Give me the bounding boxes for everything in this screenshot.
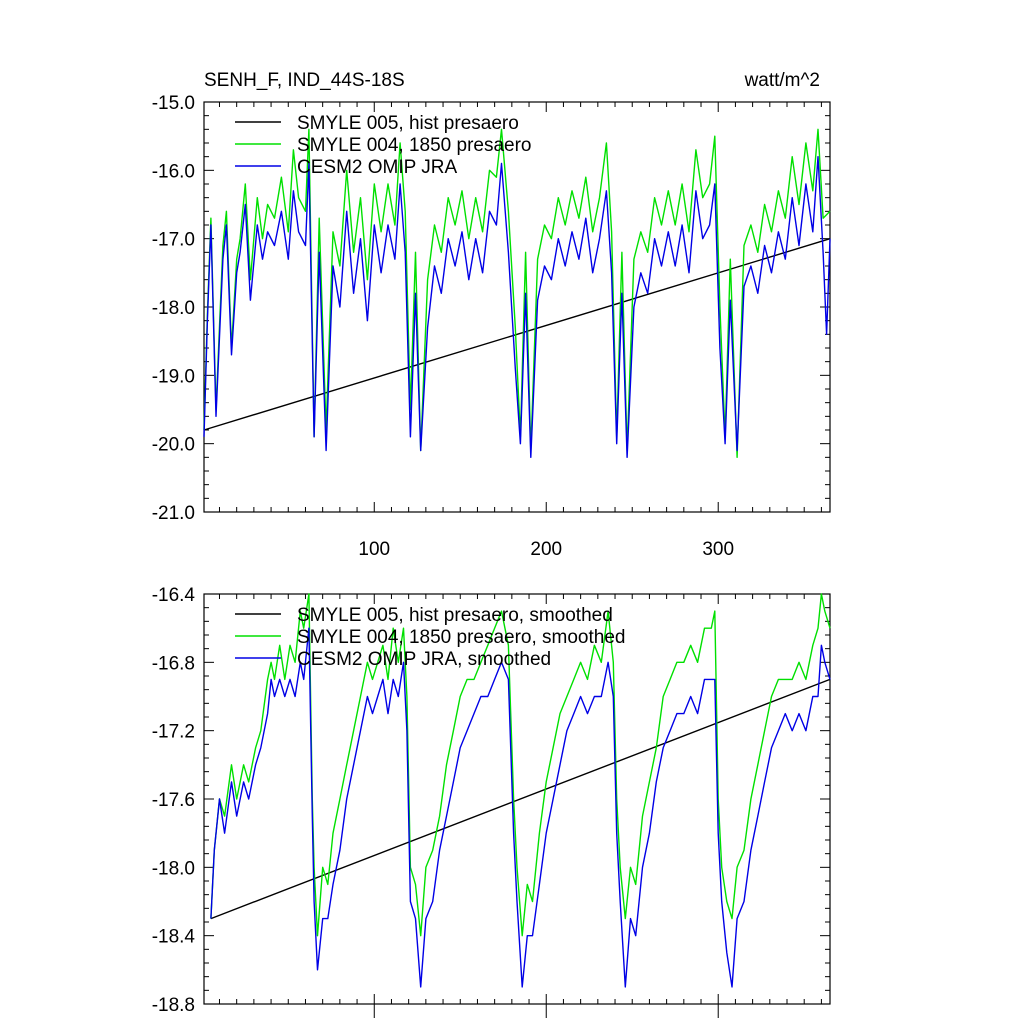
y-tick-label: -18.4 xyxy=(152,927,196,948)
top-panel: -15.0 -16.0 -17.0 -18.0 -19.0 -20.0 -21.0 100 20… xyxy=(152,93,831,560)
legend-label: SMYLE 004, 1850 presaero, smoothed xyxy=(297,627,625,648)
chart-title: SENH_F, IND_44S-18S xyxy=(204,70,405,91)
y-tick-label: -18.0 xyxy=(152,298,195,319)
x-tick-label: 100 xyxy=(358,539,390,560)
y-tick-label: -20.0 xyxy=(152,435,195,456)
series-line-2 xyxy=(203,156,831,458)
y-tick-label: -16.4 xyxy=(152,585,196,606)
units-label: watt/m^2 xyxy=(744,70,820,91)
series-line-1 xyxy=(203,128,831,458)
y-tick-label: -15.0 xyxy=(152,93,195,114)
series-line-2 xyxy=(210,627,831,988)
y-tick-label: -19.0 xyxy=(152,366,195,387)
x-tick-label: 200 xyxy=(530,539,562,560)
y-tick-label: -16.0 xyxy=(152,161,195,182)
y-tick-label: -18.8 xyxy=(152,995,195,1016)
series-line-1 xyxy=(210,593,831,937)
legend-label: SMYLE 004, 1850 presaero xyxy=(297,135,532,156)
legend-label: CESM2 OMIP JRA, smoothed xyxy=(297,649,551,670)
x-tick-label: 300 xyxy=(702,539,734,560)
bottom-panel: -16.4 -16.8 -17.2 -17.6 -18.0 -18.4 -18.8 SMYLE… xyxy=(152,585,831,1018)
y-tick-label: -18.0 xyxy=(152,858,195,879)
y-tick-label: -21.0 xyxy=(152,503,195,524)
legend-label: SMYLE 005, hist presaero, smoothed xyxy=(297,605,613,626)
series-line-0 xyxy=(203,238,831,431)
y-tick-label: -17.0 xyxy=(152,230,195,251)
series-line-0 xyxy=(210,678,831,920)
y-tick-label: -16.8 xyxy=(152,653,195,674)
legend-label: SMYLE 005, hist presaero xyxy=(297,113,519,134)
y-tick-label: -17.6 xyxy=(152,790,195,811)
y-tick-label: -17.2 xyxy=(152,722,195,743)
legend-label: CESM2 OMIP JRA xyxy=(297,157,457,178)
